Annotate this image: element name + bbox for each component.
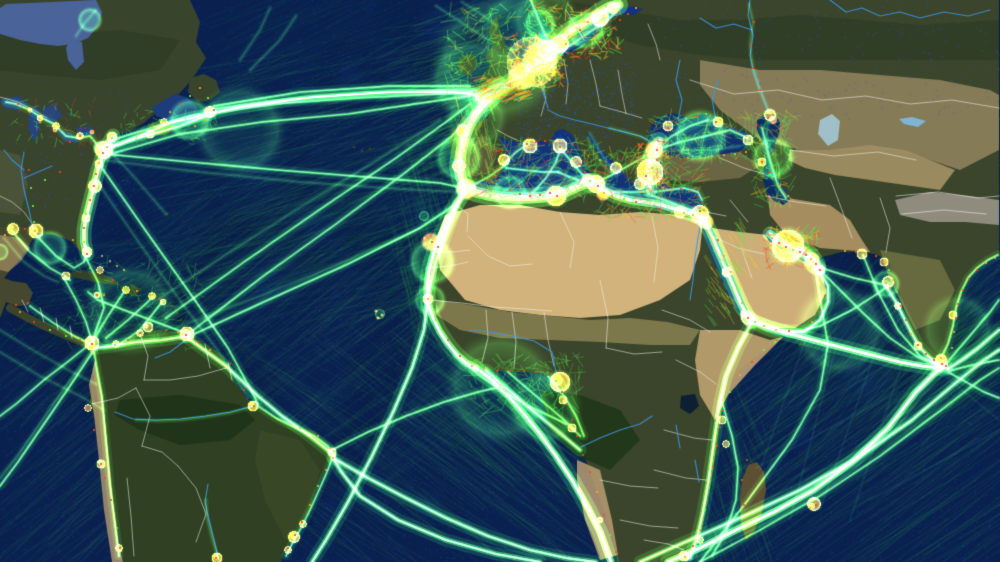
map-canvas xyxy=(0,0,1000,562)
world-shipping-density-map xyxy=(0,0,1000,562)
